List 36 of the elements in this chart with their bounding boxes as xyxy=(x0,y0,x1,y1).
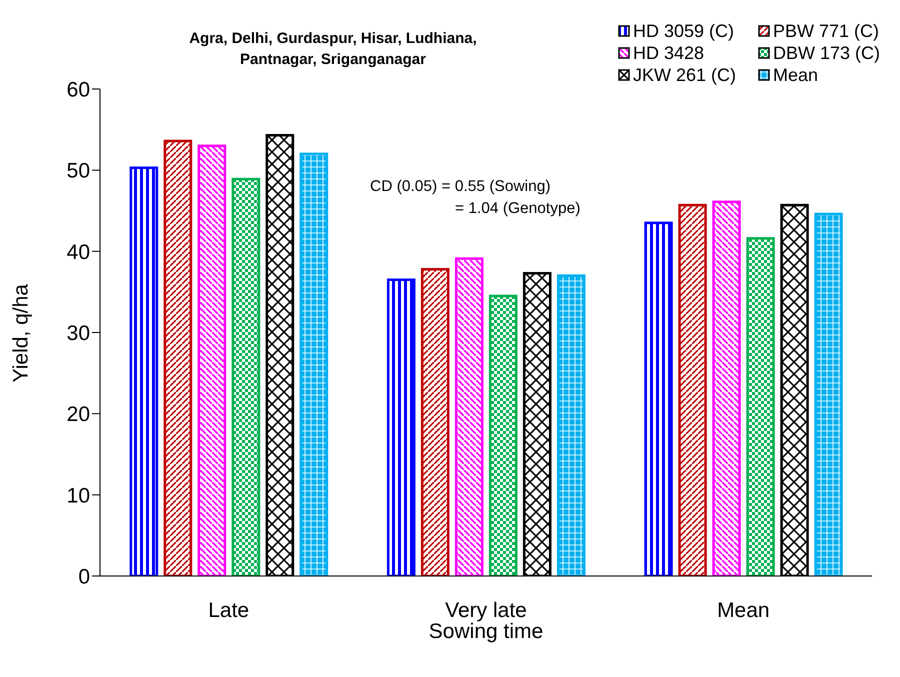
x-tick-label: Very late xyxy=(445,598,527,622)
bar xyxy=(300,152,328,576)
bar xyxy=(386,278,416,576)
bar xyxy=(746,237,775,576)
bar xyxy=(678,204,707,576)
legend-label: Mean xyxy=(772,64,818,86)
y-tick-label: 60 xyxy=(66,78,90,102)
bar xyxy=(556,274,586,576)
y-tick-label: 40 xyxy=(66,240,90,264)
x-tick-label: Mean xyxy=(717,598,770,622)
bar xyxy=(644,222,673,576)
legend-label: DBW 173 (C) xyxy=(772,42,880,64)
x-axis-title: Sowing time xyxy=(428,620,544,643)
bar xyxy=(814,212,843,576)
legend-label: PBW 771 (C) xyxy=(772,20,880,42)
bar xyxy=(164,140,192,576)
y-tick-label: 30 xyxy=(66,322,90,345)
bar xyxy=(488,294,518,576)
legend-label: JKW 261 (C) xyxy=(632,64,736,86)
y-tick-label: 0 xyxy=(78,565,90,588)
annotation: = 1.04 (Genotype) xyxy=(454,199,580,219)
y-axis-title: Yield, q/ha xyxy=(9,284,32,382)
x-tick-label: Late xyxy=(208,598,250,622)
chart-title: Agra, Delhi, Gurdaspur, Hisar, Ludhiana, Pantnagar, Sriganganagar xyxy=(188,29,478,70)
y-tick-label: 50 xyxy=(66,160,90,183)
y-tick-label: 10 xyxy=(66,484,90,508)
bar xyxy=(232,178,260,576)
legend-label: HD 3428 xyxy=(632,42,704,64)
bar xyxy=(198,144,226,576)
bar xyxy=(420,268,450,576)
bar xyxy=(454,257,484,576)
y-tick-label: 20 xyxy=(66,403,90,426)
legend-label: HD 3059 (C) xyxy=(632,20,734,42)
bar xyxy=(712,200,741,576)
annotation: CD (0.05) = 0.55 (Sowing) xyxy=(370,177,552,197)
bar xyxy=(130,166,158,576)
